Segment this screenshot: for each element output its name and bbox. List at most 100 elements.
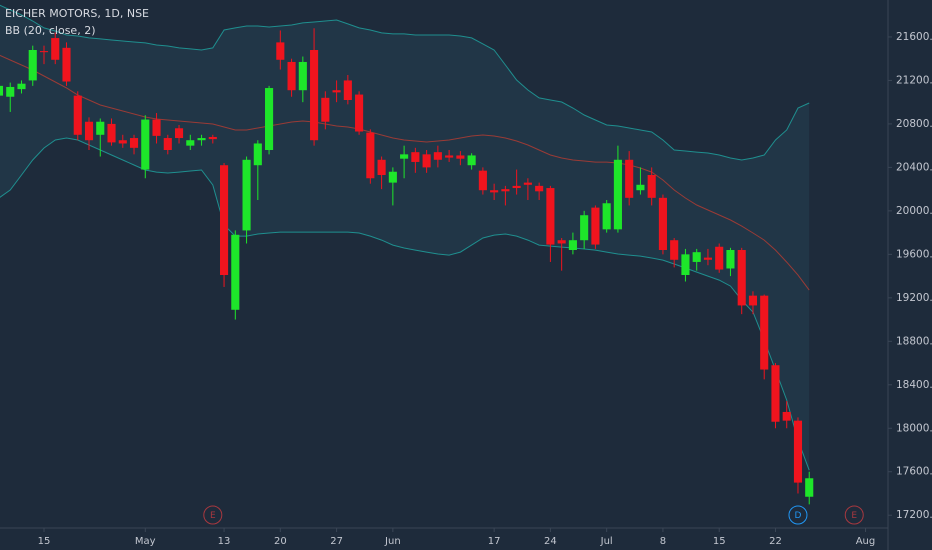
candle-body	[28, 50, 37, 81]
candle-body	[118, 140, 127, 144]
x-tick-label: 15	[38, 536, 51, 547]
candle-body	[0, 85, 4, 96]
candle-body	[152, 119, 161, 136]
candle-body	[174, 128, 184, 139]
candle-body	[546, 188, 555, 245]
x-tick-label: 27	[330, 536, 343, 547]
candle-body	[96, 121, 105, 135]
x-tick-label: May	[135, 536, 156, 547]
candle-body	[332, 90, 341, 93]
candle-body	[467, 155, 476, 166]
candle-body	[591, 207, 600, 245]
middle-band	[0, 54, 810, 291]
candle-body	[400, 154, 409, 159]
y-tick-label: 18400.00	[896, 379, 932, 391]
candle-body	[760, 295, 769, 370]
candle-body	[107, 123, 116, 143]
candle-body	[411, 152, 420, 162]
x-tick-label: 15	[713, 536, 726, 547]
candle-body	[433, 152, 442, 160]
candle-body	[568, 240, 577, 250]
candle-body	[422, 154, 431, 168]
upper-band	[0, 4, 810, 161]
candle-body	[141, 119, 150, 170]
candle-body	[456, 155, 465, 159]
chart-title: EICHER MOTORS, 1D, NSE	[5, 7, 149, 20]
candle-body	[39, 51, 49, 53]
event-marker	[203, 505, 223, 525]
event-label: E	[210, 511, 216, 521]
candle-body	[208, 136, 217, 140]
y-tick-label: 20400.00	[896, 161, 932, 173]
y-tick-label: 17600.00	[896, 466, 932, 478]
candle-body	[220, 165, 229, 275]
candle-body	[17, 83, 26, 90]
candle-body	[343, 80, 352, 100]
candle-body	[6, 86, 15, 97]
candle-body	[51, 38, 60, 60]
event-marker	[844, 505, 864, 525]
candle-body	[310, 50, 319, 141]
candle-body	[129, 138, 139, 148]
y-tick-label: 21600.00	[896, 31, 932, 43]
candle-body	[298, 61, 307, 91]
y-tick-label: 19200.00	[896, 292, 932, 304]
candle-body	[602, 203, 611, 230]
candle-body	[73, 95, 82, 135]
candle-body	[580, 215, 589, 241]
x-tick-label: 8	[660, 536, 666, 547]
candle-body	[163, 138, 172, 150]
event-label: E	[851, 511, 857, 521]
candle-body	[658, 197, 667, 250]
candle-body	[388, 171, 397, 183]
x-tick-label: 20	[274, 536, 287, 547]
x-tick-label: Aug	[856, 536, 876, 547]
candle-body	[84, 121, 94, 141]
candle-body	[523, 182, 532, 185]
candle-body	[692, 252, 701, 262]
candle-body	[501, 189, 510, 192]
candle-body	[62, 47, 71, 82]
candle-body	[715, 246, 724, 270]
candle-body	[647, 175, 656, 198]
y-tick-label: 18800.00	[896, 335, 932, 347]
candle-body	[726, 250, 735, 269]
candle-body	[805, 478, 814, 497]
candle-body	[478, 170, 487, 191]
candle-body	[512, 185, 521, 189]
candle-body	[490, 190, 499, 193]
plot-area	[0, 4, 864, 525]
candle-body	[366, 132, 375, 179]
candle-body	[276, 42, 285, 60]
y-tick-label: 20000.00	[896, 205, 932, 217]
x-tick-label: 24	[544, 536, 557, 547]
x-tick-label: Jun	[384, 536, 401, 547]
candle-body	[445, 155, 454, 158]
candle-body	[557, 240, 566, 244]
candle-body	[670, 240, 679, 260]
candle-body	[321, 97, 330, 122]
candle-body	[636, 184, 645, 191]
candle-body	[535, 185, 544, 192]
candle-body	[197, 138, 206, 141]
candle-body	[793, 420, 803, 483]
candle-body	[377, 159, 386, 175]
candle-body	[613, 159, 622, 230]
x-tick-label: Jul	[600, 536, 613, 547]
candle-body	[703, 257, 712, 260]
candle-body	[625, 159, 634, 198]
indicator-label: BB (20, close, 2)	[5, 24, 96, 37]
candle-body	[242, 159, 251, 231]
candle-body	[737, 250, 746, 306]
candle-body	[748, 295, 758, 306]
candle-body	[265, 88, 274, 150]
candle-body	[186, 140, 195, 146]
x-tick-label: 22	[769, 536, 782, 547]
x-tick-label: 13	[218, 536, 231, 547]
band-fill	[0, 5, 810, 471]
event-marker	[788, 505, 808, 525]
y-tick-label: 20800.00	[896, 118, 932, 130]
y-tick-label: 17200.00	[896, 509, 932, 521]
